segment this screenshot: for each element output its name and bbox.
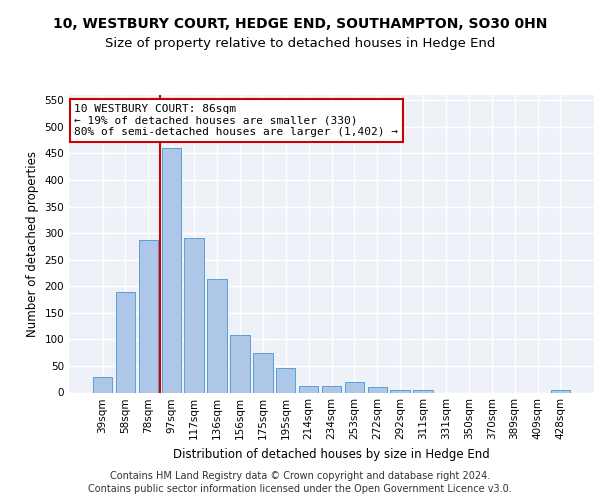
Bar	[184, 238, 204, 392]
Text: Contains HM Land Registry data © Crown copyright and database right 2024.: Contains HM Land Registry data © Crown c…	[110, 471, 490, 481]
Bar	[93, 376, 112, 392]
Bar	[230, 334, 250, 392]
Text: 10 WESTBURY COURT: 86sqm
← 19% of detached houses are smaller (330)
80% of semi-: 10 WESTBURY COURT: 86sqm ← 19% of detach…	[74, 104, 398, 137]
Y-axis label: Number of detached properties: Number of detached properties	[26, 151, 39, 337]
Bar	[299, 386, 319, 392]
Text: Size of property relative to detached houses in Hedge End: Size of property relative to detached ho…	[105, 38, 495, 51]
Bar	[253, 353, 272, 393]
Text: Contains public sector information licensed under the Open Government Licence v3: Contains public sector information licen…	[88, 484, 512, 494]
Bar	[208, 280, 227, 392]
Text: 10, WESTBURY COURT, HEDGE END, SOUTHAMPTON, SO30 0HN: 10, WESTBURY COURT, HEDGE END, SOUTHAMPT…	[53, 18, 547, 32]
Bar	[276, 368, 295, 392]
Bar	[368, 387, 387, 392]
Bar	[391, 390, 410, 392]
Bar	[139, 240, 158, 392]
Bar	[551, 390, 570, 392]
Bar	[116, 292, 135, 392]
Bar	[322, 386, 341, 392]
Bar	[413, 390, 433, 392]
Bar	[344, 382, 364, 392]
X-axis label: Distribution of detached houses by size in Hedge End: Distribution of detached houses by size …	[173, 448, 490, 461]
Bar	[161, 148, 181, 392]
